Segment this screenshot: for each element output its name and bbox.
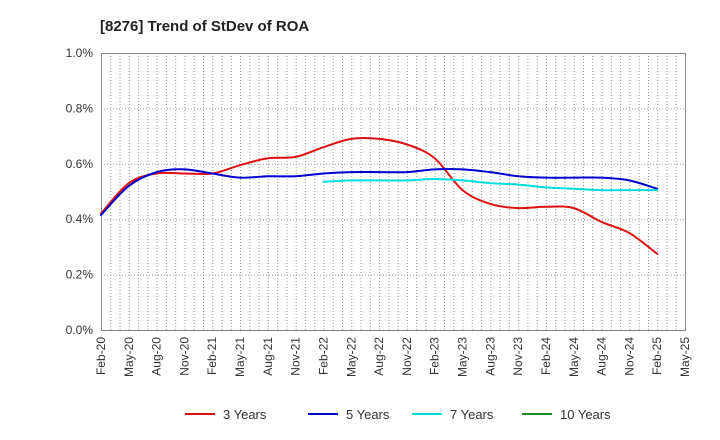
x-tick-label: Aug-20 bbox=[150, 337, 164, 376]
x-tick-label: Aug-21 bbox=[261, 337, 275, 376]
x-tick-label: Nov-22 bbox=[400, 337, 414, 376]
x-tick-label: May-25 bbox=[678, 337, 692, 377]
series-line-3 bbox=[322, 178, 659, 192]
x-tick-label: May-21 bbox=[233, 337, 247, 377]
legend: 3 Years 5 Years 7 Years 10 Years bbox=[185, 407, 611, 422]
y-tick-label: 0.4% bbox=[66, 212, 94, 226]
x-tick-label: Feb-23 bbox=[428, 337, 442, 375]
y-tick-label: 0.2% bbox=[66, 268, 94, 282]
x-tick-label: Nov-21 bbox=[289, 337, 303, 376]
legend-label: 5 Years bbox=[346, 407, 390, 422]
x-tick-label: May-23 bbox=[456, 337, 470, 377]
axis-layer: 0.0% 0.2% 0.4% 0.6% 0.8% 1.0% Feb-20 May-20 Aug-… bbox=[66, 46, 692, 377]
series-layer bbox=[100, 137, 659, 255]
series-line-1 bbox=[100, 137, 659, 255]
legend-label: 7 Years bbox=[450, 407, 494, 422]
y-tick-label: 1.0% bbox=[66, 46, 94, 60]
x-tick-label: Feb-22 bbox=[316, 337, 330, 375]
x-tick-label: Nov-23 bbox=[511, 337, 525, 376]
x-tick-label: Aug-23 bbox=[483, 337, 497, 376]
x-tick-label: Nov-24 bbox=[622, 337, 636, 376]
plot-frame bbox=[101, 53, 686, 331]
y-tick-label: 0.8% bbox=[66, 101, 94, 115]
x-tick-label: Aug-22 bbox=[372, 337, 386, 376]
y-tick-label: 0.0% bbox=[66, 323, 94, 337]
chart-title: [8276] Trend of StDev of ROA bbox=[100, 18, 309, 35]
legend-label: 10 Years bbox=[560, 407, 611, 422]
x-tick-label: Feb-25 bbox=[650, 337, 664, 375]
legend-label: 3 Years bbox=[223, 407, 267, 422]
grid-layer bbox=[101, 53, 685, 330]
x-tick-label: Feb-21 bbox=[205, 337, 219, 375]
x-tick-label: May-20 bbox=[122, 337, 136, 377]
y-tick-label: 0.6% bbox=[66, 157, 94, 171]
series-line-2 bbox=[100, 167, 659, 217]
x-tick-label: Feb-24 bbox=[539, 337, 553, 375]
x-tick-label: Feb-20 bbox=[94, 337, 108, 375]
x-tick-label: Nov-20 bbox=[177, 337, 191, 376]
x-tick-label: May-24 bbox=[567, 337, 581, 377]
x-tick-label: Aug-24 bbox=[595, 337, 609, 376]
x-tick-label: May-22 bbox=[344, 337, 358, 377]
